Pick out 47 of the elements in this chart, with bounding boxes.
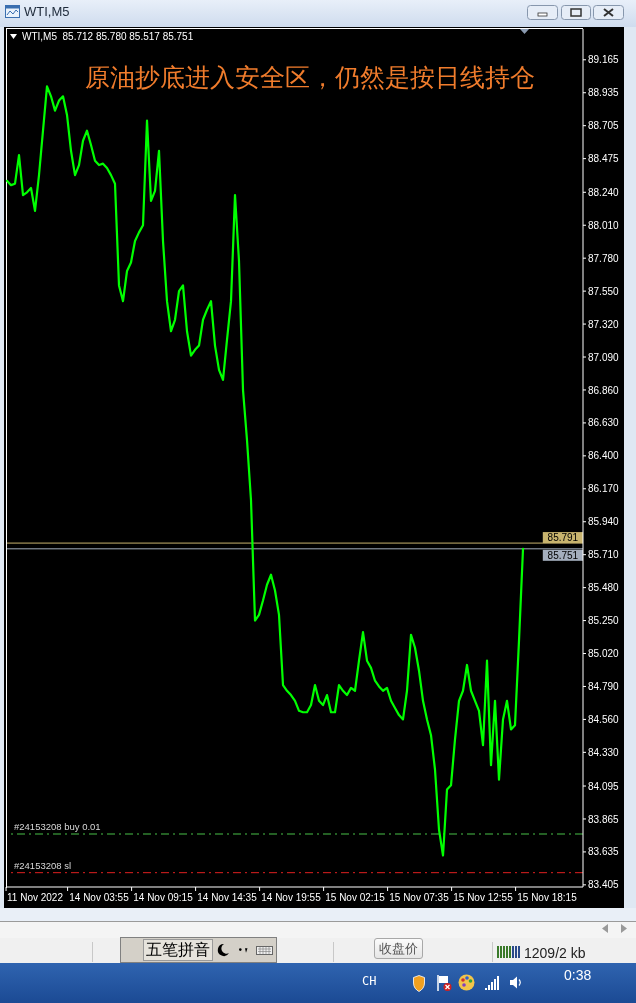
x-tick-label: 15 Nov 02:15 (325, 892, 386, 903)
y-tick-label: 88.705 (588, 120, 620, 132)
y-tick-label: 88.475 (588, 153, 620, 165)
ref-line-label: #24153208 sl (14, 859, 72, 871)
y-tick-label: 86.630 (588, 417, 620, 429)
y-tick-label: 83.865 (588, 813, 620, 825)
y-tick-label: 89.165 (588, 54, 620, 66)
y-tick-label: 84.560 (588, 713, 620, 725)
chart-subtitle: WTI,M5 85.712 85.780 85.517 85.751 (22, 30, 194, 43)
y-tick-label: 84.095 (588, 780, 620, 792)
y-tick-label: 87.780 (588, 252, 620, 264)
x-tick-label: 14 Nov 19:55 (261, 892, 322, 903)
y-tick-label: 88.240 (588, 186, 620, 198)
text: 原油抄底进入安全区，仍然是按日线持仓 (85, 63, 535, 93)
text: 收盘价 (379, 941, 418, 956)
y-tick-label: 87.550 (588, 285, 620, 297)
ref-line-label: 85.791 (547, 531, 579, 543)
y-tick-label: 85.250 (588, 615, 620, 627)
y-tick-label: 88.010 (588, 219, 620, 231)
x-tick-label: 14 Nov 09:15 (133, 892, 194, 903)
x-tick-label: 11 Nov 2022 (7, 892, 64, 903)
y-tick-label: 86.170 (588, 483, 620, 495)
x-tick-label: 15 Nov 07:35 (389, 892, 450, 903)
text: CH (362, 974, 377, 988)
y-tick-label: 87.320 (588, 318, 620, 330)
y-tick-label: 86.400 (588, 450, 620, 462)
text: 1209/2 kb (524, 945, 586, 961)
y-tick-label: 85.710 (588, 549, 620, 561)
y-tick-label: 83.405 (588, 879, 620, 891)
y-tick-label: 85.940 (588, 516, 620, 528)
text: WTI,M5 (24, 4, 70, 19)
y-tick-label: 87.090 (588, 351, 620, 363)
ref-line-label: 85.751 (547, 549, 579, 561)
y-tick-label: 85.020 (588, 648, 620, 660)
text: 五笔拼音 (146, 940, 210, 959)
text: 0:38 (564, 967, 592, 983)
y-tick-label: 84.790 (588, 681, 620, 693)
x-tick-label: 15 Nov 18:15 (517, 892, 578, 903)
y-tick-label: 86.860 (588, 384, 620, 396)
y-tick-label: 85.480 (588, 582, 620, 594)
y-tick-label: 83.635 (588, 846, 620, 858)
y-tick-label: 84.330 (588, 746, 620, 758)
ref-line-label: #24153208 buy 0.01 (14, 821, 101, 832)
y-tick-label: 88.935 (588, 87, 620, 99)
x-tick-label: 15 Nov 12:55 (453, 892, 514, 903)
x-tick-label: 14 Nov 03:55 (69, 892, 130, 903)
x-tick-label: 14 Nov 14:35 (197, 892, 258, 903)
